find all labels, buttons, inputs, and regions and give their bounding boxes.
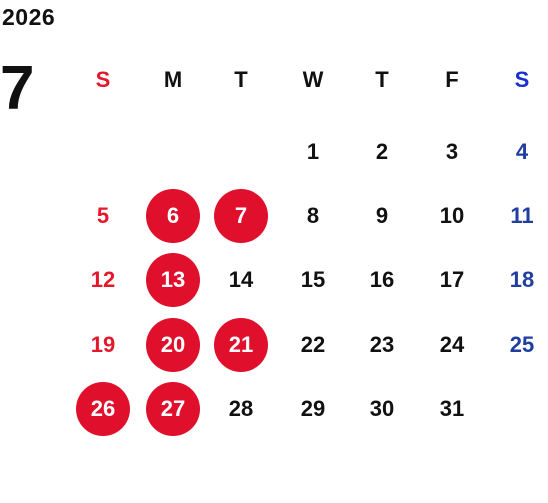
day-cell-sunday[interactable]: 19	[90, 332, 116, 357]
day-cell[interactable]: 14	[228, 267, 254, 292]
day-cell[interactable]: 31	[439, 396, 465, 421]
day-cell[interactable]: 10	[439, 203, 465, 228]
day-cell-highlighted[interactable]: 20	[146, 318, 200, 372]
day-cell-sunday[interactable]: 12	[90, 267, 116, 292]
day-cell-highlighted[interactable]: 7	[214, 189, 268, 243]
day-cell-saturday[interactable]: 25	[509, 332, 535, 357]
day-cell[interactable]: 8	[306, 203, 320, 228]
month-number: 7	[0, 54, 35, 123]
day-cell[interactable]: 16	[369, 267, 395, 292]
weekday-tuesday: T	[234, 67, 248, 92]
day-cell[interactable]: 3	[445, 139, 459, 164]
day-cell-highlighted[interactable]: 13	[146, 253, 200, 307]
day-cell[interactable]: 1	[306, 139, 320, 164]
day-cell[interactable]: 2	[375, 139, 389, 164]
weekday-sunday: S	[95, 67, 111, 92]
day-cell-highlighted[interactable]: 6	[146, 189, 200, 243]
day-cell-saturday[interactable]: 4	[515, 139, 529, 164]
day-cell[interactable]: 22	[300, 332, 326, 357]
weekday-thursday: T	[375, 67, 389, 92]
day-cell-highlighted[interactable]: 21	[214, 318, 268, 372]
day-cell[interactable]: 15	[300, 267, 326, 292]
day-cell[interactable]: 24	[439, 332, 465, 357]
day-cell-highlighted[interactable]: 27	[146, 382, 200, 436]
weekday-saturday: S	[514, 67, 530, 92]
day-cell-sunday[interactable]: 5	[96, 203, 110, 228]
day-cell[interactable]: 29	[300, 396, 326, 421]
day-cell[interactable]: 17	[439, 267, 465, 292]
day-cell-saturday[interactable]: 18	[509, 267, 535, 292]
day-cell-saturday[interactable]: 11	[510, 203, 534, 228]
day-cell[interactable]: 30	[369, 396, 395, 421]
weekday-friday: F	[445, 67, 459, 92]
day-cell[interactable]: 28	[228, 396, 254, 421]
day-cell[interactable]: 23	[369, 332, 395, 357]
year-label: 2026	[2, 4, 56, 30]
day-cell-highlighted[interactable]: 26	[76, 382, 130, 436]
weekday-monday: M	[163, 67, 183, 92]
day-cell[interactable]: 9	[375, 203, 389, 228]
weekday-wednesday: W	[302, 67, 324, 92]
